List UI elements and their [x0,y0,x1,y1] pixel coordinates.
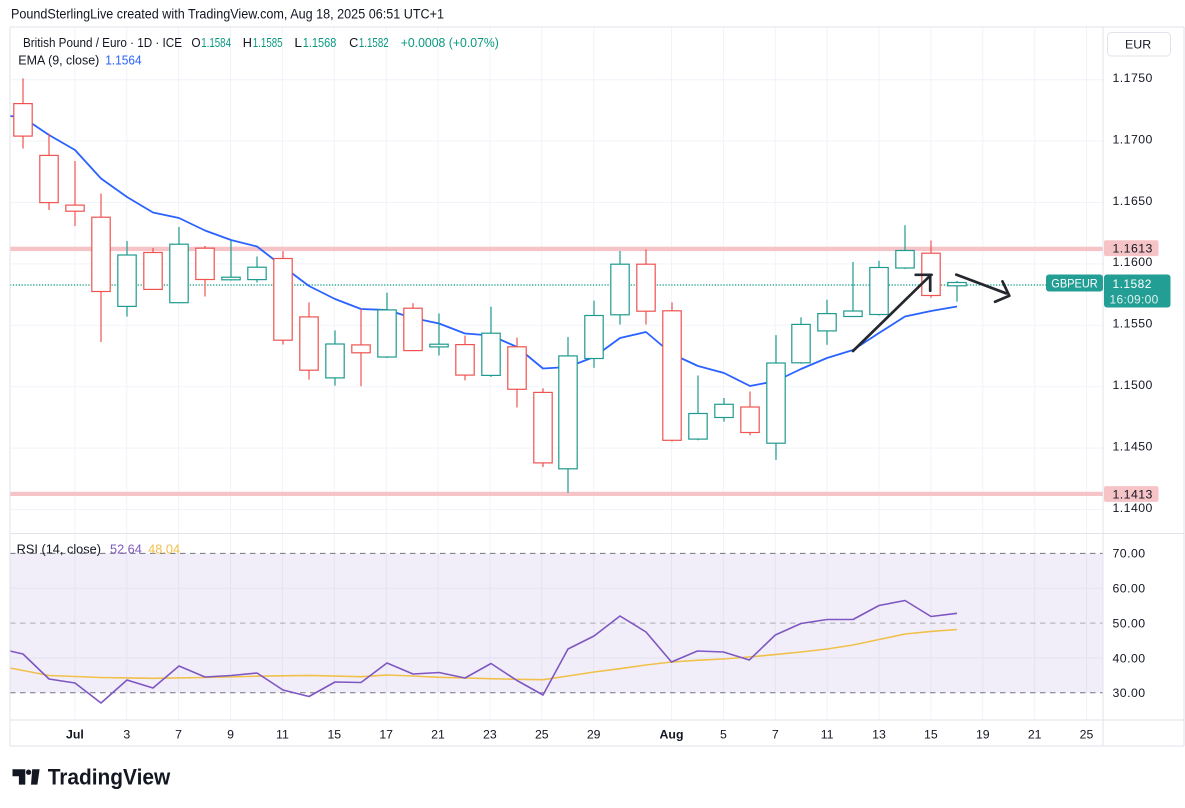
svg-text:21: 21 [431,727,445,741]
svg-text:1.1584: 1.1584 [201,36,231,50]
svg-text:+0.0008 (+0.07%): +0.0008 (+0.07%) [401,36,499,50]
svg-text:1.1582: 1.1582 [1113,277,1152,291]
svg-text:7: 7 [175,727,182,741]
svg-text:L: L [294,36,302,50]
svg-text:1.1400: 1.1400 [1113,501,1153,515]
svg-text:1.1700: 1.1700 [1113,132,1153,146]
svg-text:5: 5 [720,727,727,741]
svg-text:C: C [349,36,358,50]
svg-text:50.00: 50.00 [1113,616,1146,630]
svg-text:GBPEUR: GBPEUR [1051,276,1098,290]
svg-text:1.1600: 1.1600 [1113,255,1153,269]
svg-text:15: 15 [924,727,938,741]
svg-text:15: 15 [327,727,341,741]
svg-text:17: 17 [379,727,393,741]
svg-text:PoundSterlingLive created with: PoundSterlingLive created with TradingVi… [11,6,444,21]
svg-text:Jul: Jul [66,727,84,741]
svg-text:1.1750: 1.1750 [1113,71,1153,85]
svg-text:40.00: 40.00 [1113,651,1146,665]
svg-text:11: 11 [821,727,834,741]
svg-text:1.1582: 1.1582 [359,36,389,50]
svg-text:H: H [243,36,252,50]
svg-text:9: 9 [227,727,234,741]
svg-text:7: 7 [772,727,779,741]
svg-text:11: 11 [276,727,289,741]
svg-text:1.1564: 1.1564 [105,53,141,67]
svg-text:19: 19 [976,727,990,741]
svg-text:1.1450: 1.1450 [1113,439,1153,453]
svg-text:23: 23 [483,727,497,741]
svg-text:British Pound / Euro · 1D · IC: British Pound / Euro · 1D · ICE [23,36,182,50]
svg-text:RSI (14, close): RSI (14, close) [17,542,101,556]
svg-text:1.1613: 1.1613 [1113,242,1153,256]
svg-text:25: 25 [1080,727,1094,741]
svg-text:TradingView: TradingView [48,765,171,790]
svg-text:21: 21 [1028,727,1042,741]
svg-text:EMA (9, close): EMA (9, close) [18,53,99,67]
svg-text:13: 13 [872,727,886,741]
svg-text:60.00: 60.00 [1113,582,1146,596]
svg-text:Aug: Aug [660,727,684,741]
svg-text:16:09:00: 16:09:00 [1110,293,1159,307]
svg-text:1.1650: 1.1650 [1113,194,1153,208]
svg-text:70.00: 70.00 [1113,547,1146,561]
svg-text:1.1500: 1.1500 [1113,378,1153,392]
svg-text:48.04: 48.04 [148,542,180,556]
svg-text:29: 29 [587,727,601,741]
svg-text:1.1550: 1.1550 [1113,317,1153,331]
svg-text:1.1413: 1.1413 [1113,487,1153,501]
svg-text:30.00: 30.00 [1113,686,1146,700]
svg-text:O: O [191,36,200,50]
svg-text:EUR: EUR [1125,38,1151,52]
svg-text:52.64: 52.64 [110,542,142,556]
svg-text:3: 3 [123,727,130,741]
svg-text:25: 25 [535,727,549,741]
svg-text:1.1568: 1.1568 [303,36,337,50]
svg-text:1.1585: 1.1585 [253,36,283,50]
